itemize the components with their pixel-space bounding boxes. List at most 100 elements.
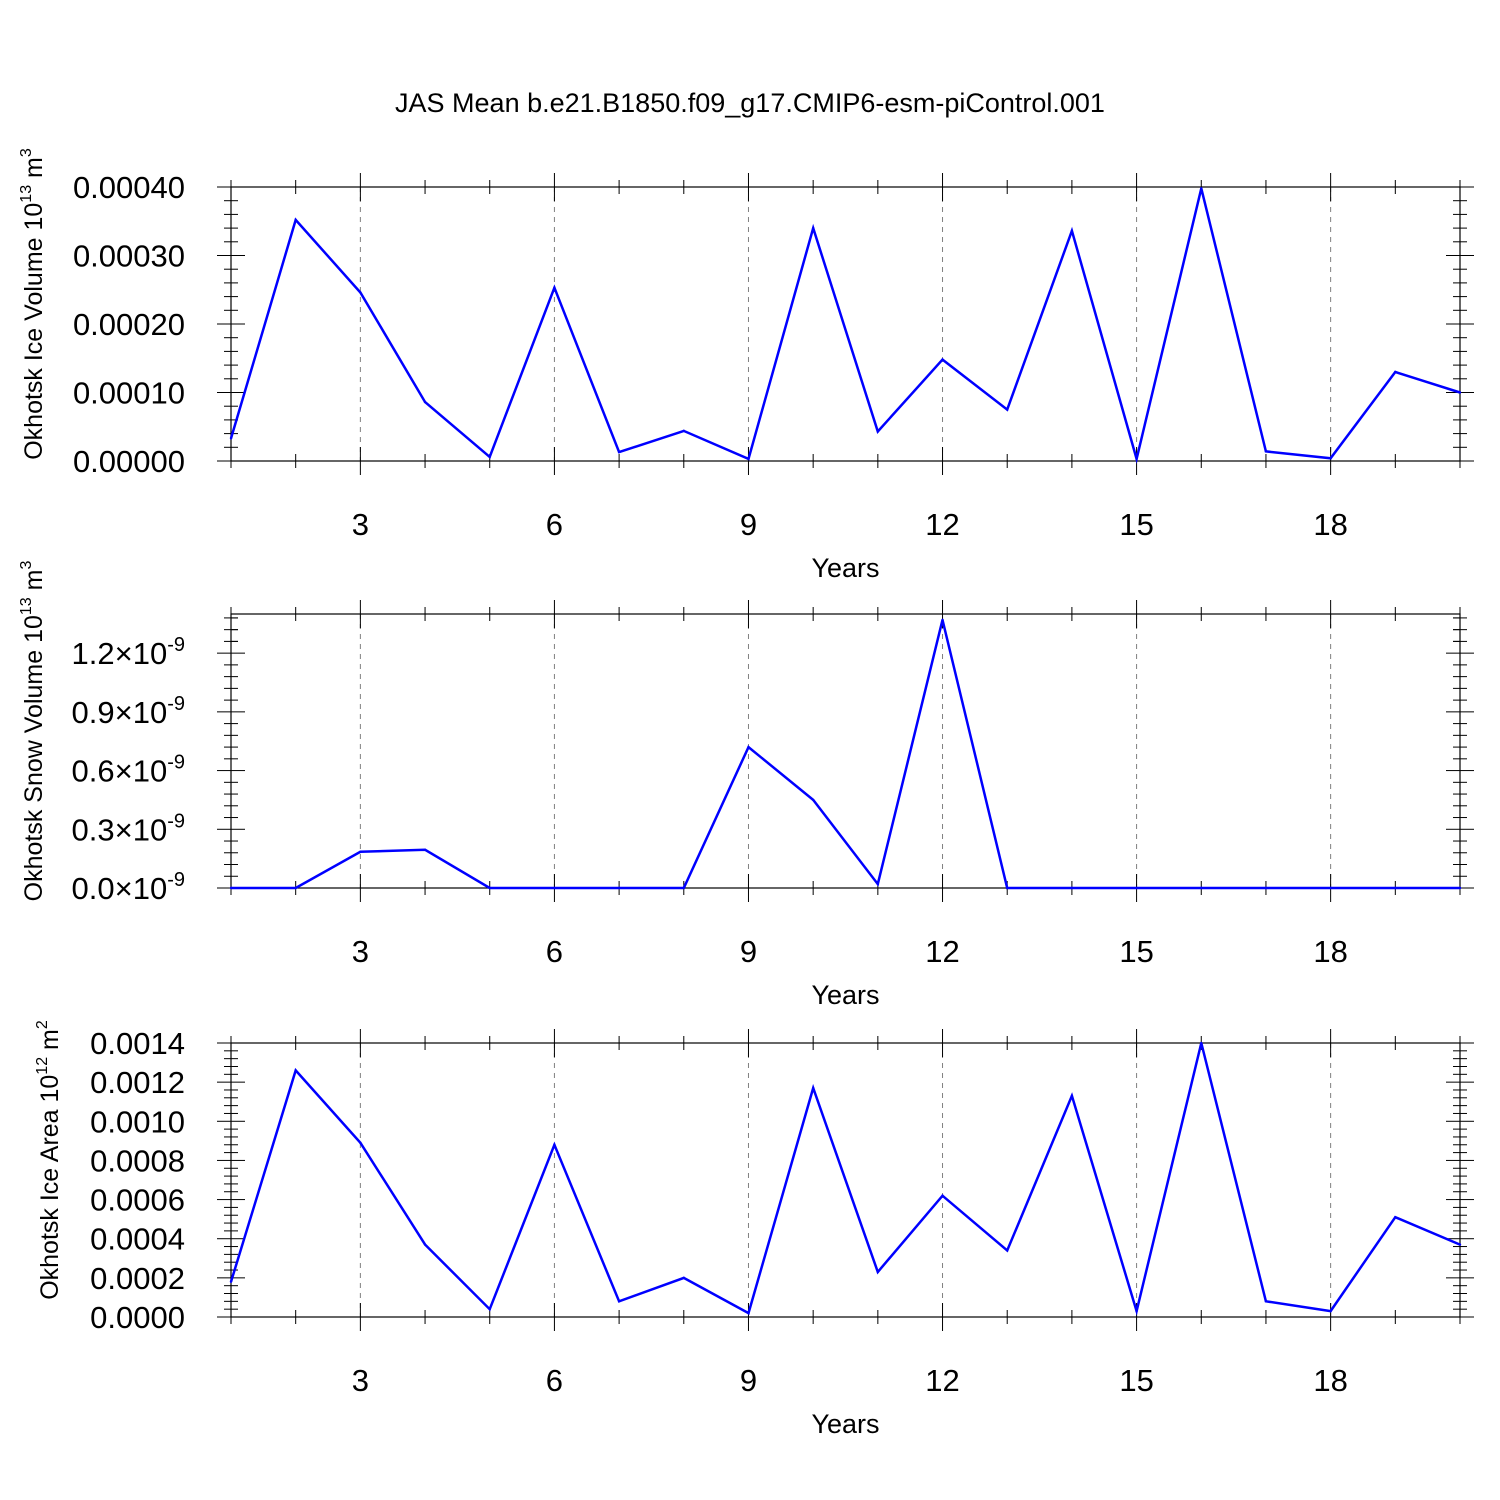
data-point: [229, 1280, 233, 1283]
series-line: [231, 619, 1460, 890]
data-point: [359, 291, 362, 294]
y-tick-mantissa: 1.2: [72, 636, 115, 671]
data-point: [423, 1243, 427, 1246]
y-tick-label: 0.00030: [73, 239, 185, 274]
data-point: [876, 882, 880, 886]
y-tick-label: 0.9×10-9: [72, 693, 186, 730]
y-tick-label: 0.0004: [90, 1222, 185, 1257]
x-axis-label: Years: [811, 980, 879, 1010]
data-point: [1264, 886, 1268, 890]
y-tick-label: 0.00000: [73, 444, 185, 479]
data-point: [811, 226, 815, 230]
chart-panel-2: 3 6 9 12 15 18Years0.0×10-90.3×10-90.6×10-90.…: [18, 561, 1474, 1010]
data-point: [488, 455, 491, 459]
y-axis-label: Okhotsk Ice Volume 1013 m3: [18, 148, 48, 460]
data-point: [1458, 1243, 1462, 1246]
y-tick-times: ×10: [115, 812, 168, 847]
data-point: [876, 1270, 880, 1274]
y-tick-exponent: -9: [167, 752, 185, 774]
x-tick-label: 6: [546, 1363, 563, 1398]
data-point: [811, 1086, 815, 1090]
y-tick-times: ×10: [115, 754, 168, 789]
plot-frame: [230, 613, 1461, 889]
data-point: [488, 886, 491, 890]
data-point: [941, 1194, 944, 1197]
y-tick-label: 0.00010: [73, 376, 185, 411]
data-point: [1458, 391, 1462, 394]
data-point: [747, 745, 750, 749]
data-point: [294, 218, 297, 222]
y-tick-times: ×10: [115, 871, 168, 906]
y-axis-label-unit: m: [20, 570, 48, 598]
data-point: [1200, 1041, 1203, 1045]
y-tick-times: ×10: [115, 695, 168, 730]
x-tick-label: 12: [925, 507, 959, 542]
data-point: [1200, 187, 1203, 190]
y-tick-label: 0.0010: [90, 1104, 185, 1139]
x-tick-label: 15: [1119, 1363, 1153, 1398]
chart-panels: 3 6 9 12 15 18 Years 0.00000 0.00010 0.00020 0.000…: [18, 148, 1474, 1439]
y-axis-label-unit: m: [36, 1029, 64, 1057]
y-tick-label: 0.0002: [90, 1261, 185, 1296]
y-tick-label: 0.00040: [73, 170, 185, 205]
x-tick-label: 18: [1313, 507, 1347, 542]
data-point: [617, 1300, 621, 1303]
y-axis-label-main: Okhotsk Ice Area 10: [36, 1075, 64, 1300]
x-tick-label: 6: [546, 507, 563, 542]
data-point: [747, 1311, 750, 1315]
data-point: [229, 437, 233, 440]
x-tick-label: 3: [352, 507, 369, 542]
y-tick-label: 0.0012: [90, 1065, 185, 1100]
plot-frame: [230, 186, 1461, 462]
y-axis-label-exp: 12: [34, 1057, 51, 1075]
data-point: [294, 1069, 297, 1072]
y-tick-label: 0.0008: [90, 1143, 185, 1178]
y-tick-exponent: -9: [167, 869, 185, 891]
series-line: [229, 188, 1461, 464]
data-point: [553, 1143, 556, 1146]
y-tick-exponent: -9: [167, 693, 185, 715]
data-point: [941, 358, 944, 361]
y-tick-label: 0.0014: [90, 1026, 185, 1061]
x-tick-label: 9: [740, 934, 757, 969]
x-tick-label: 15: [1119, 507, 1153, 542]
x-tick-label: 3: [352, 1363, 369, 1398]
data-point: [1394, 370, 1397, 374]
data-point: [359, 1141, 362, 1145]
data-point: [1070, 229, 1074, 233]
data-point: [682, 886, 685, 890]
data-point: [553, 286, 556, 289]
data-point: [1458, 886, 1462, 890]
data-point: [941, 618, 944, 622]
data-point: [1264, 1300, 1268, 1303]
chart-panel-3: 3 6 9 12 15 18 Years 0.0000 0.0002 0.0004 0.0006 0.…: [34, 1020, 1474, 1439]
data-point: [1135, 886, 1138, 890]
y-tick-label: 1.2×10-9: [72, 634, 186, 671]
y-tick-label: 0.0006: [90, 1183, 185, 1218]
y-axis-label: Okhotsk Ice Area 1012 m2: [34, 1020, 64, 1300]
data-point: [553, 886, 556, 890]
data-point: [1135, 1309, 1138, 1313]
y-tick-mantissa: 0.3: [72, 812, 115, 847]
y-tick-mantissa: 0.9: [72, 695, 115, 730]
data-point: [1329, 457, 1332, 460]
data-point: [876, 430, 880, 433]
y-axis-label-exp: 13: [18, 597, 35, 615]
data-point: [488, 1307, 491, 1311]
x-tick-label: 15: [1119, 934, 1153, 969]
y-axis-label-main: Okhotsk Snow Volume 10: [20, 615, 48, 901]
y-tick-exponent: -9: [167, 810, 185, 832]
y-tick-exponent: -9: [167, 634, 185, 656]
data-point: [811, 798, 815, 802]
y-axis-label-unit-exp: 3: [18, 561, 35, 570]
figure-title: JAS Mean b.e21.B1850.f09_g17.CMIP6-esm-p…: [395, 88, 1105, 118]
y-tick-label: 0.6×10-9: [72, 752, 186, 789]
data-point: [682, 429, 685, 433]
data-point: [1264, 450, 1268, 453]
data-point: [294, 886, 297, 890]
x-axis-label: Years: [811, 553, 879, 583]
x-tick-label: 12: [925, 934, 959, 969]
data-point: [1006, 886, 1009, 890]
data-point: [1394, 886, 1397, 890]
